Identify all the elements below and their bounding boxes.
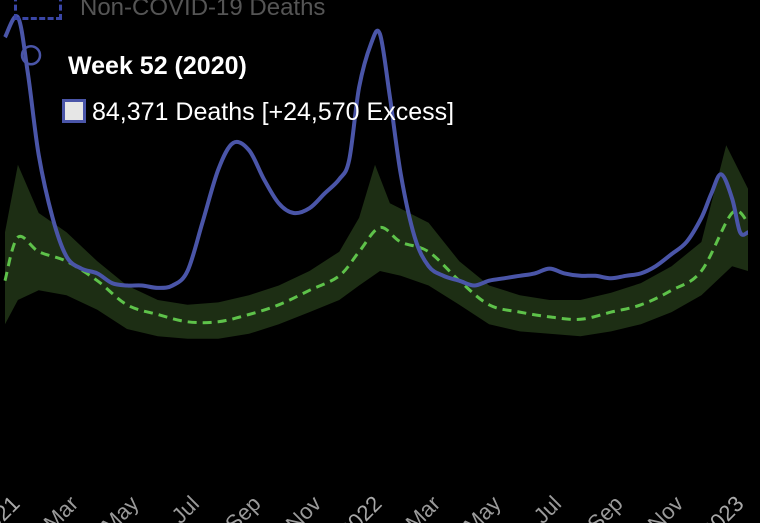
x-tick-label: May: [459, 491, 506, 523]
expected-deaths-line-layer: [3, 209, 750, 325]
total-deaths-line[interactable]: [3, 14, 749, 290]
x-tick-label: Jul: [529, 491, 567, 523]
x-tick-label: May: [96, 491, 143, 523]
total-deaths-line-layer: [3, 14, 749, 290]
hover-point-marker[interactable]: [20, 44, 42, 66]
x-tick-label: Nov: [281, 491, 326, 523]
x-tick-label: 2022: [334, 491, 386, 523]
expected-range-band-layer: [5, 145, 748, 339]
tooltip-row: 84,371 Deaths [+24,570 Excess]: [62, 98, 454, 127]
x-axis-tick-labels: 2021 Mar May Jul Sep Nov 2022 Mar May Jul Sep Nov 20…: [0, 491, 749, 523]
x-tick-label: Nov: [643, 491, 688, 523]
expected-deaths-line: [3, 209, 750, 325]
x-tick-label: Jul: [166, 491, 204, 523]
x-tick-label: Mar: [401, 491, 445, 523]
tooltip-title: Week 52 (2020): [68, 52, 247, 80]
x-tick-label: Sep: [582, 491, 627, 523]
legend-label: Non-COVID-19 Deaths: [80, 0, 326, 21]
tooltip-series-swatch: [62, 99, 86, 123]
x-tick-label: 2023: [696, 491, 748, 523]
legend-dashed-swatch: [14, 0, 62, 20]
expected-range-band: [5, 145, 748, 339]
x-tick-label: Mar: [39, 491, 83, 523]
x-tick-label: Sep: [220, 491, 265, 523]
tooltip-value: 84,371 Deaths [+24,570 Excess]: [92, 98, 455, 126]
x-tick-label: 2021: [0, 491, 25, 523]
hover-marker-layer: [20, 44, 42, 66]
